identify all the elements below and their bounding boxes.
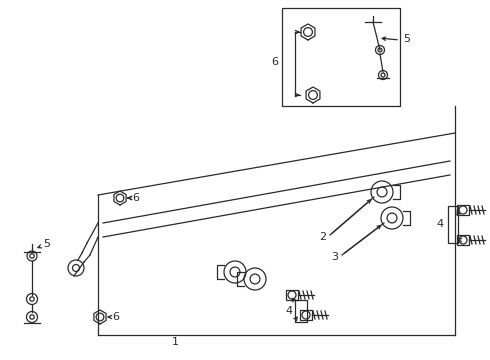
Bar bbox=[457, 205, 469, 215]
Text: 2: 2 bbox=[319, 232, 326, 242]
Bar bbox=[282, 8, 400, 106]
Bar bbox=[286, 290, 298, 300]
Text: 6: 6 bbox=[132, 193, 139, 203]
Text: 4: 4 bbox=[286, 306, 293, 316]
Text: 5: 5 bbox=[403, 34, 410, 44]
Text: 5: 5 bbox=[43, 239, 50, 249]
Text: 3: 3 bbox=[331, 252, 338, 262]
Text: 6: 6 bbox=[112, 312, 119, 322]
Bar bbox=[295, 300, 307, 322]
Text: 6: 6 bbox=[271, 57, 278, 67]
Bar bbox=[457, 235, 469, 245]
Bar bbox=[448, 206, 458, 243]
Text: 4: 4 bbox=[437, 219, 444, 229]
Text: 1: 1 bbox=[172, 337, 178, 347]
Bar bbox=[300, 310, 312, 320]
